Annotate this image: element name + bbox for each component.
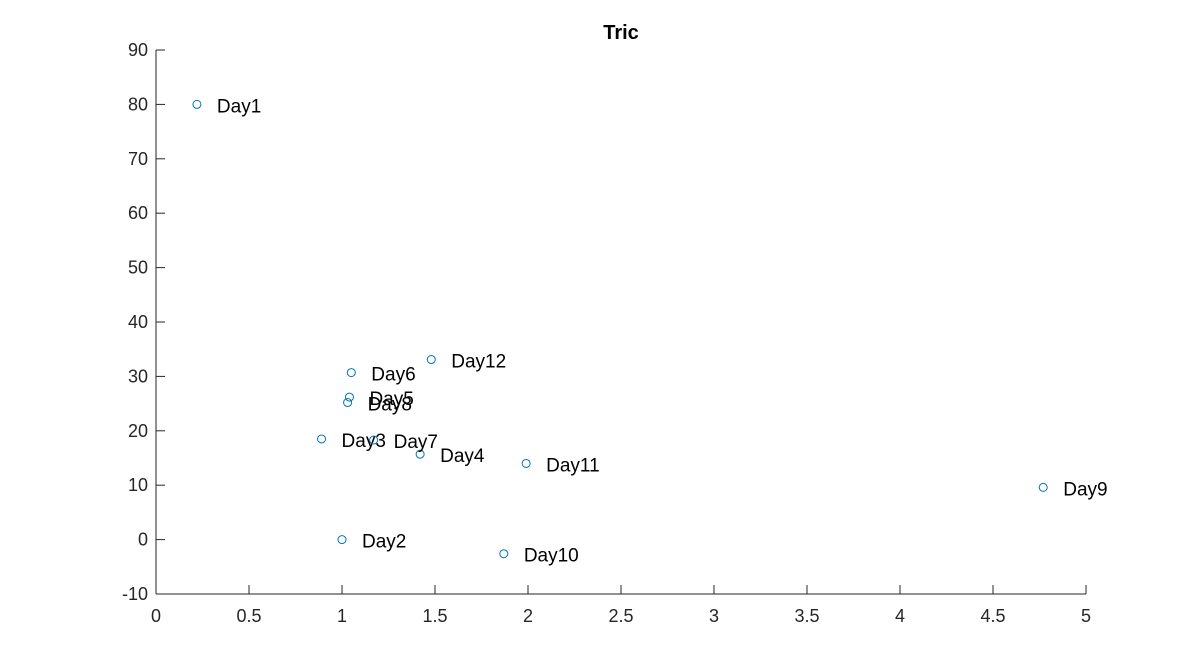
- point-label: Day9: [1063, 479, 1107, 500]
- y-tick-label: 80: [128, 94, 148, 114]
- y-tick-label: 0: [138, 530, 148, 550]
- point-label: Day11: [546, 455, 600, 476]
- x-tick-label: 2: [523, 606, 533, 626]
- point-label: Day3: [342, 431, 386, 452]
- point-marker: [369, 435, 379, 445]
- point-marker: [343, 398, 353, 408]
- y-tick-label: 60: [128, 203, 148, 223]
- point-marker: [337, 535, 347, 545]
- x-tick-label: 1: [337, 606, 347, 626]
- point-label: Day2: [362, 532, 406, 553]
- point-label: Day5: [369, 389, 413, 410]
- point-label: Day4: [440, 446, 485, 467]
- x-tick-label: 0.5: [236, 606, 261, 626]
- y-tick-label: 70: [128, 149, 148, 169]
- point-label: Day10: [524, 546, 579, 567]
- chart-title: Tric: [603, 22, 639, 44]
- point-label: Day8: [368, 395, 412, 416]
- y-tick-label: 40: [128, 312, 148, 332]
- point-label: Day7: [394, 432, 438, 453]
- y-tick-label: 90: [128, 40, 148, 60]
- x-axis: 0 0.5 1 1.5 2 2.5 3 3.5 4 4.5 5: [151, 585, 1091, 626]
- y-axis: -10 0 10 20 30 40 50 60 70 80 90: [122, 40, 165, 604]
- point-marker: [346, 368, 356, 378]
- point-marker: [192, 99, 202, 109]
- x-tick-label: 5: [1081, 606, 1091, 626]
- point-marker: [499, 549, 509, 559]
- x-tick-label: 0: [151, 606, 161, 626]
- point-marker: [415, 449, 425, 459]
- point-label: Day1: [217, 96, 261, 117]
- data-points: Day1 Day2 Day3 Day4 Day5 Day6 Day7 Day8 Day9 Day1…: [192, 96, 1108, 567]
- x-tick-label: 4: [895, 606, 905, 626]
- point-marker: [317, 434, 327, 444]
- x-tick-label: 3.5: [794, 606, 819, 626]
- point-label: Day12: [451, 352, 506, 373]
- x-tick-label: 2.5: [608, 606, 633, 626]
- y-tick-label: 30: [128, 366, 148, 386]
- point-marker: [344, 392, 354, 402]
- point-label: Day6: [371, 365, 415, 386]
- x-tick-label: 3: [709, 606, 719, 626]
- x-tick-label: 4.5: [980, 606, 1005, 626]
- y-tick-label: 20: [128, 421, 148, 441]
- y-tick-label: 50: [128, 258, 148, 278]
- point-marker: [521, 458, 531, 468]
- y-tick-label: -10: [122, 584, 148, 604]
- point-marker: [426, 355, 436, 365]
- point-marker: [1038, 482, 1048, 492]
- y-tick-label: 10: [128, 475, 148, 495]
- x-tick-label: 1.5: [422, 606, 447, 626]
